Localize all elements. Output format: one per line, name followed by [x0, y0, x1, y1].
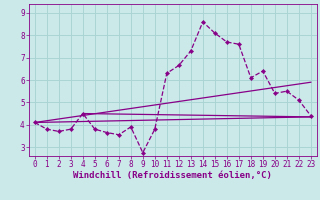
- X-axis label: Windchill (Refroidissement éolien,°C): Windchill (Refroidissement éolien,°C): [73, 171, 272, 180]
